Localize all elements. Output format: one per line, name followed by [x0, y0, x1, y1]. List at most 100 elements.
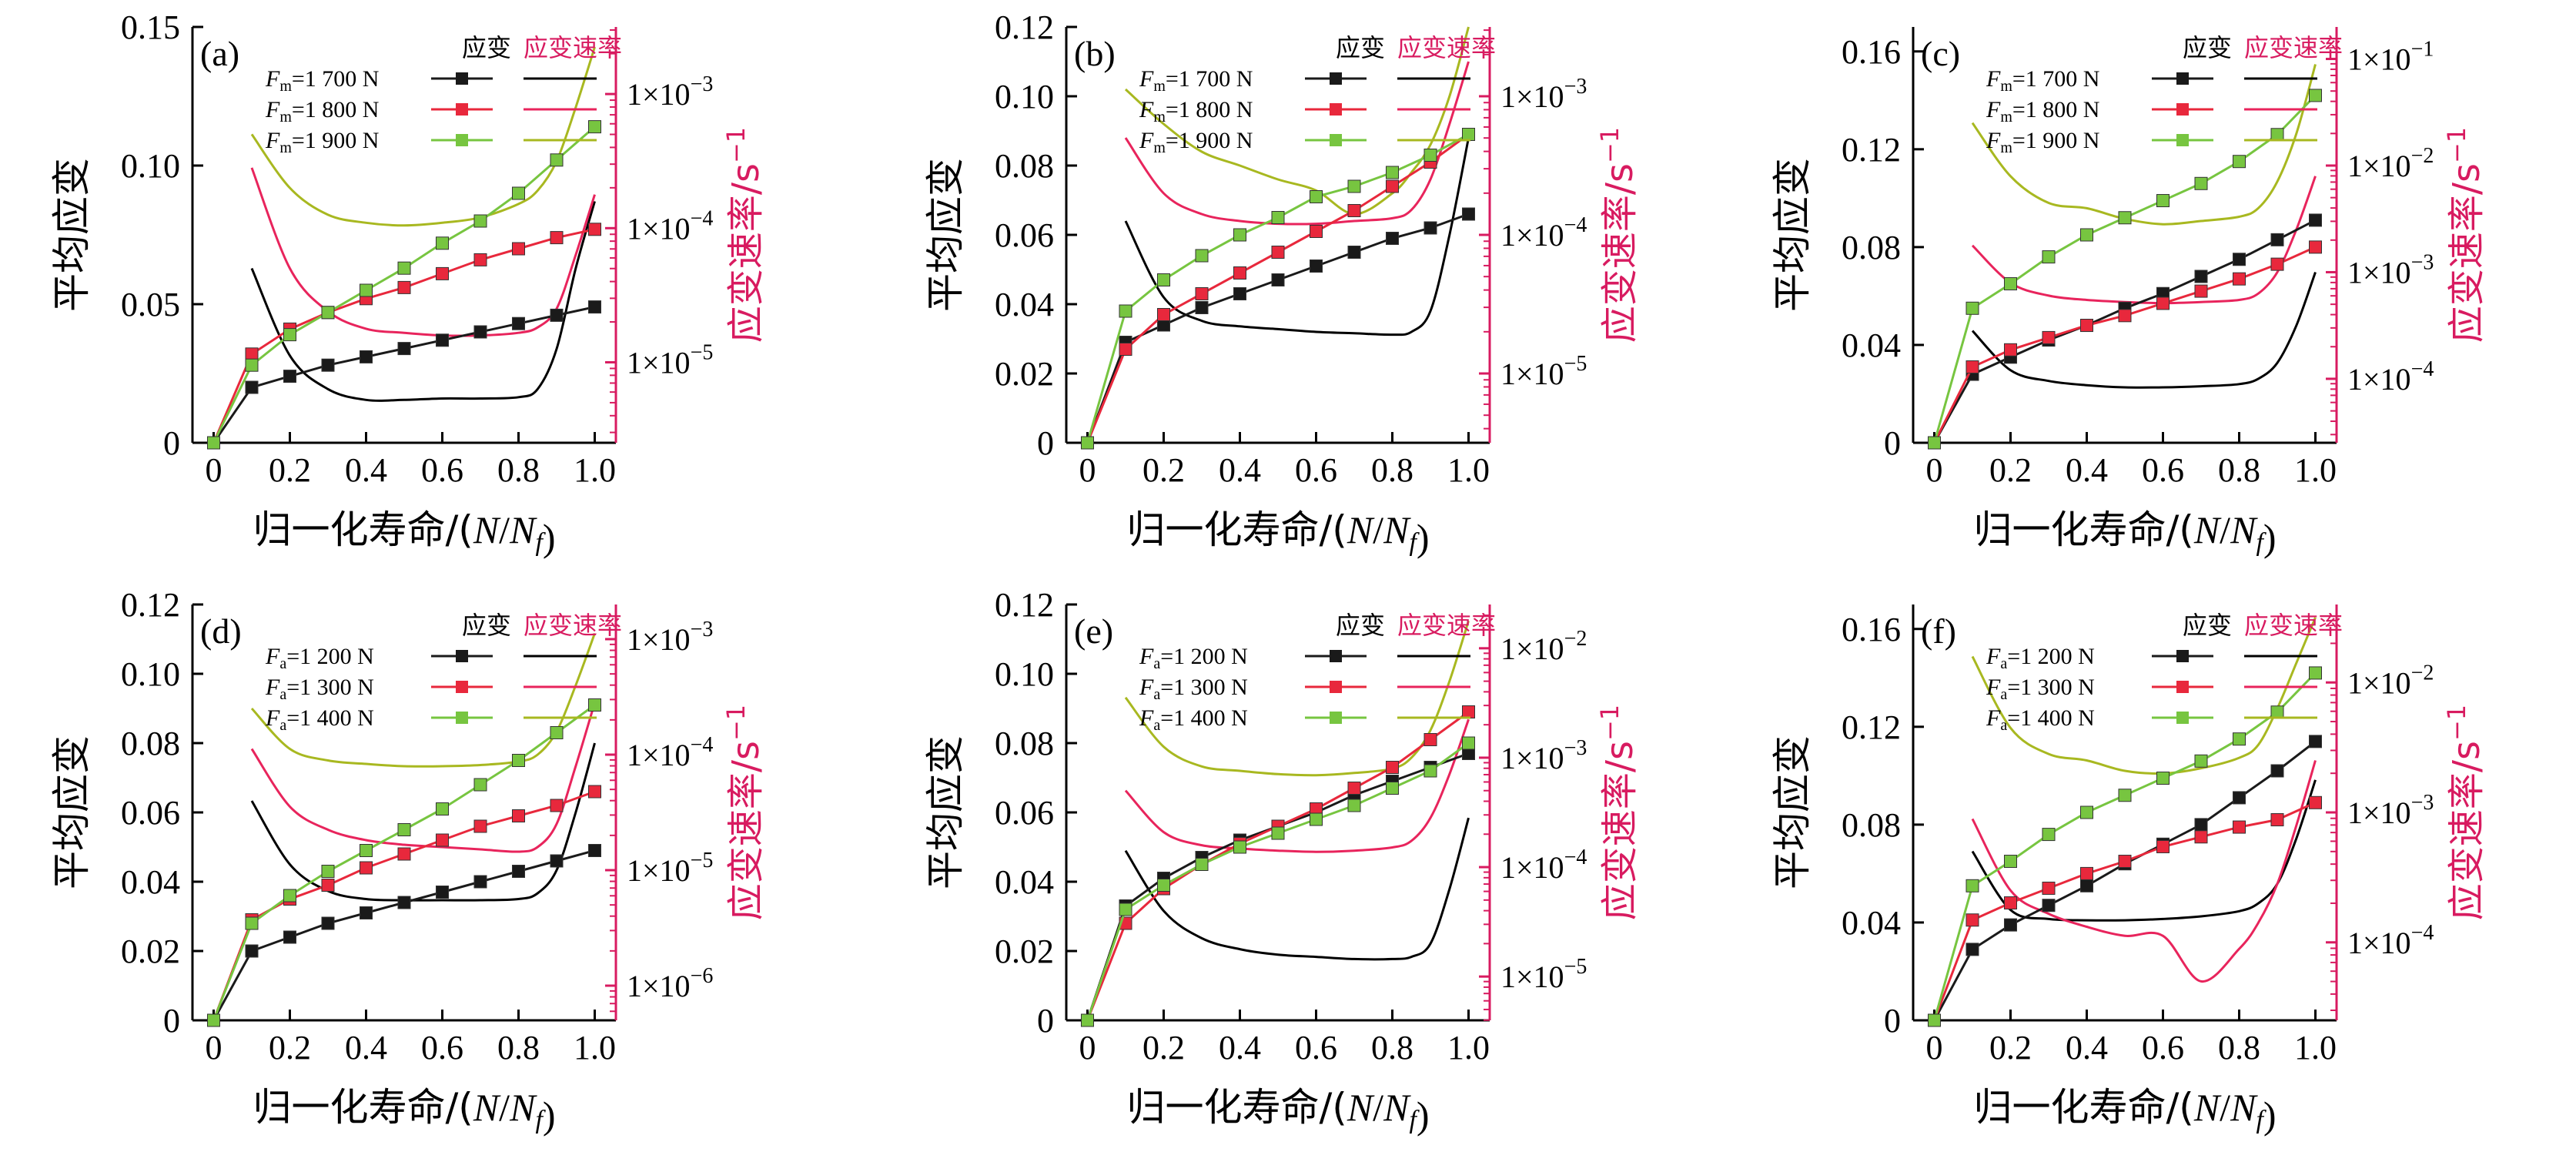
- strain-marker: [512, 754, 525, 767]
- legend-label: Fm=1 800 N: [265, 97, 379, 126]
- strain-marker: [1233, 266, 1246, 280]
- x-tick-label: 0.6: [1295, 451, 1337, 489]
- strain-marker: [2156, 194, 2170, 208]
- strain-marker: [436, 886, 449, 899]
- strain-marker: [2309, 735, 2322, 748]
- strain-marker: [473, 778, 487, 792]
- strain-marker: [1195, 287, 1209, 300]
- strain-marker: [245, 380, 259, 394]
- chart-panel-a: 0 0.2 0.4 0.6 0.8 1.0 0 0.05 0.10 0.15 1×10−5 1×10−…: [49, 8, 768, 559]
- y2-axis-title: 应变速率/s−1: [2442, 705, 2488, 920]
- legend-label: Fm=1 700 N: [1139, 66, 1253, 95]
- x-tick-label: 1.0: [2294, 1029, 2337, 1067]
- strain-marker: [550, 726, 564, 739]
- strain-marker: [1271, 273, 1285, 286]
- strain-line-1: [1933, 740, 2317, 1021]
- right-tick-label: 1×10−4: [1500, 213, 1587, 253]
- strain-marker: [1462, 736, 1475, 750]
- legend-header-rate: 应变速率: [1397, 611, 1496, 640]
- strain-marker: [2042, 250, 2056, 264]
- legend-header-strain: 应变: [1336, 33, 1385, 62]
- legend-strain-marker: [456, 134, 468, 146]
- strain-marker: [1195, 301, 1209, 314]
- strain-marker: [283, 328, 296, 342]
- legend-label: Fm=1 800 N: [1139, 97, 1253, 126]
- legend-header-rate: 应变速率: [1397, 33, 1496, 62]
- strain-marker: [473, 214, 487, 228]
- strain-marker: [550, 153, 564, 167]
- legend-strain-marker: [2176, 650, 2189, 662]
- legend-strain-marker: [2176, 134, 2189, 146]
- strain-marker: [1462, 705, 1475, 718]
- strain-marker: [588, 300, 601, 314]
- strain-marker: [2309, 240, 2322, 254]
- x-tick-label: 0.2: [269, 1029, 311, 1067]
- x-tick-label: 0: [1079, 1029, 1096, 1067]
- strain-marker: [2080, 319, 2093, 333]
- panel-label: (f): [1921, 611, 1956, 651]
- strain-marker: [2309, 89, 2322, 102]
- right-tick-label: 1×10−4: [1500, 846, 1587, 885]
- x-axis-title: 归一化寿命/(N/Nf): [1973, 1085, 2276, 1137]
- y-tick-label: 0.06: [121, 794, 180, 832]
- y-tick-label: 0.12: [995, 8, 1054, 46]
- x-tick-label: 0.8: [497, 451, 540, 489]
- strain-marker: [1347, 782, 1361, 795]
- y-axis-title: 平均应变: [923, 735, 968, 889]
- y-tick-label: 0.04: [1842, 327, 1901, 364]
- right-tick-label: 1×10−3: [1500, 736, 1587, 775]
- x-tick-label: 0: [1926, 1029, 1943, 1067]
- strain-marker: [2156, 296, 2170, 310]
- strain-marker: [283, 370, 296, 383]
- strain-marker: [436, 266, 449, 280]
- x-tick-label: 0.6: [1295, 1029, 1337, 1067]
- right-tick-label: 1×10−5: [627, 849, 713, 888]
- strain-marker: [2194, 818, 2208, 832]
- strain-marker: [2156, 839, 2170, 853]
- x-tick-label: 0.4: [345, 1029, 387, 1067]
- strain-marker: [1386, 232, 1399, 245]
- strain-marker: [1271, 211, 1285, 224]
- strain-marker: [1347, 799, 1361, 812]
- strain-marker: [397, 280, 411, 294]
- right-tick-label: 1×10−4: [2347, 921, 2434, 960]
- chart-panel-f: 0 0.2 0.4 0.6 0.8 1.0 0 0.04 0.08 0.12 0.16 1×10−4 1…: [1770, 604, 2488, 1137]
- legend-label: Fa=1 200 N: [1139, 644, 1248, 672]
- strain-marker: [512, 316, 525, 330]
- right-tick-label: 1×10−3: [2347, 791, 2434, 830]
- strain-marker: [1965, 360, 1979, 374]
- y-axis-title: 平均应变: [49, 158, 94, 312]
- y-tick-label: 0.08: [995, 725, 1054, 762]
- y-tick-label: 0.08: [1842, 806, 1901, 844]
- y-tick-label: 0.10: [121, 147, 180, 185]
- panel-label: (d): [200, 611, 242, 651]
- strain-marker: [2118, 855, 2132, 869]
- strain-marker: [2042, 828, 2056, 842]
- strain-marker: [436, 236, 449, 250]
- rate-line-3: [1971, 64, 2317, 226]
- strain-marker: [1462, 207, 1475, 221]
- legend-strain-marker: [456, 650, 468, 662]
- strain-marker: [512, 186, 525, 200]
- rate-line-1: [1971, 779, 2317, 922]
- y-tick-label: 0.06: [995, 216, 1054, 254]
- x-tick-label: 0.8: [2218, 451, 2260, 489]
- strain-marker: [1928, 1013, 1941, 1027]
- panel-label: (e): [1074, 611, 1113, 651]
- x-tick-label: 0.2: [1142, 451, 1185, 489]
- x-tick-label: 1.0: [1447, 451, 1490, 489]
- strain-marker: [1386, 179, 1399, 193]
- strain-marker: [2270, 813, 2284, 827]
- rate-line-3: [1124, 26, 1470, 216]
- strain-marker: [360, 283, 373, 297]
- legend-header-strain: 应变: [462, 611, 511, 640]
- y-tick-label: 0: [1884, 424, 1901, 462]
- strain-marker: [1310, 260, 1323, 273]
- strain-marker: [2309, 213, 2322, 227]
- y-axis-title: 平均应变: [1770, 735, 1815, 889]
- strain-marker: [283, 889, 296, 903]
- legend-strain-marker: [1330, 103, 1342, 116]
- strain-marker: [2233, 732, 2246, 746]
- legend-label: Fa=1 400 N: [265, 705, 374, 734]
- x-tick-label: 0.6: [2142, 1029, 2184, 1067]
